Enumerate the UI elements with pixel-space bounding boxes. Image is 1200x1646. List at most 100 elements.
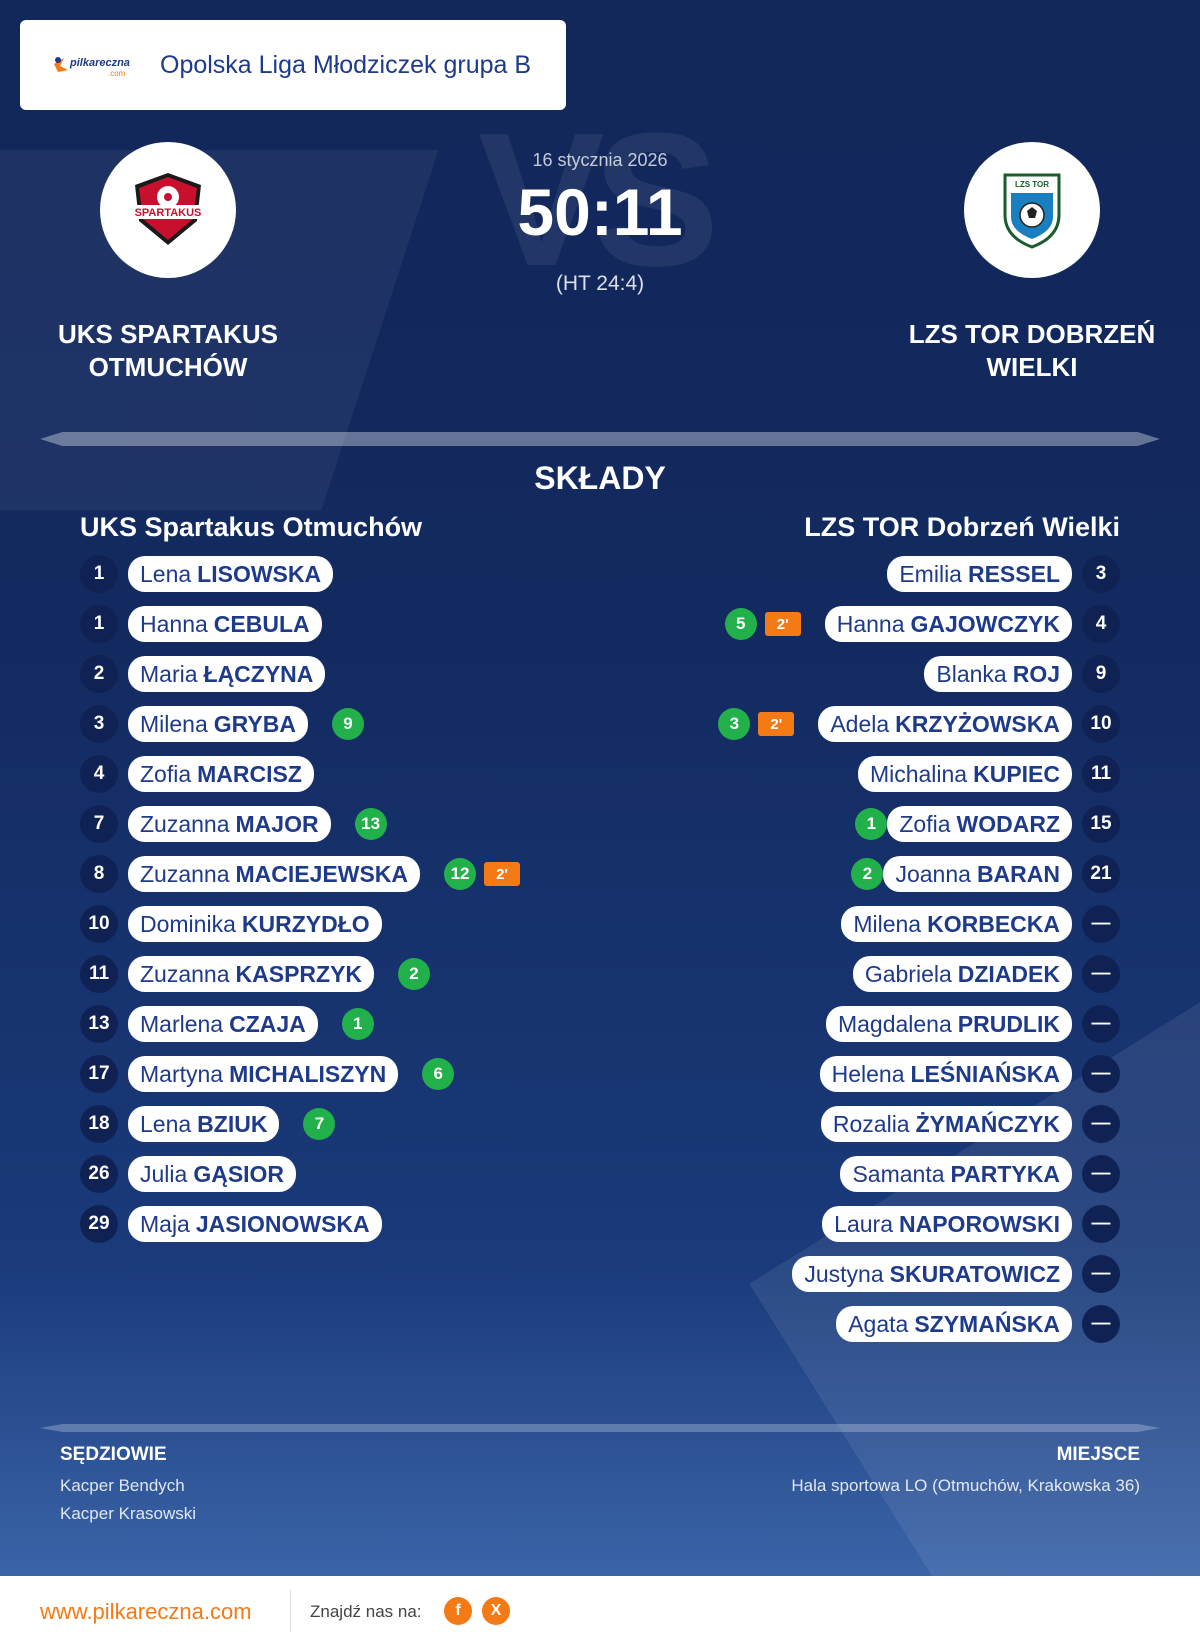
player-number: 2 — [80, 655, 118, 693]
player-first-name: Adela — [830, 710, 890, 737]
svg-text:.com: .com — [108, 69, 126, 78]
player-first-name: Samanta — [852, 1160, 945, 1187]
player-row: Laura NAPOROWSKI — — [600, 1205, 1120, 1243]
player-last-name: SZYMAŃSKA — [914, 1310, 1060, 1337]
player-last-name: KORBECKA — [927, 910, 1060, 937]
player-row: Helena LEŚNIAŃSKA — — [600, 1055, 1120, 1093]
player-first-name: Joanna — [895, 860, 971, 887]
player-number: — — [1082, 1255, 1120, 1293]
player-name[interactable]: Zofia WODARZ — [887, 806, 1072, 842]
goals-badge: 13 — [354, 808, 387, 840]
player-name[interactable]: Maja JASIONOWSKA — [128, 1206, 382, 1242]
svg-text:SPARTAKUS: SPARTAKUS — [135, 207, 202, 219]
player-name[interactable]: Magdalena PRUDLIK — [825, 1006, 1072, 1042]
player-name[interactable]: Agata SZYMAŃSKA — [836, 1306, 1072, 1342]
player-name[interactable]: Emilia RESSEL — [887, 556, 1072, 592]
player-last-name: SKURATOWICZ — [889, 1260, 1060, 1287]
away-team-badge[interactable]: LZS TOR — [964, 142, 1100, 278]
player-name[interactable]: Joanna BARAN — [883, 856, 1072, 892]
player-last-name: KASPRZYK — [235, 960, 363, 987]
player-name[interactable]: Lena LISOWSKA — [128, 556, 334, 592]
player-first-name: Zofia — [899, 810, 951, 837]
player-first-name: Zuzanna — [140, 860, 230, 887]
player-last-name: NAPOROWSKI — [899, 1210, 1060, 1237]
pilkareczna-logo-icon: pilkareczna .com — [54, 57, 130, 78]
player-row: Michalina KUPIEC 11 — [600, 755, 1120, 793]
player-first-name: Martyna — [140, 1060, 224, 1087]
player-number: 18 — [80, 1105, 118, 1143]
player-row: Blanka ROJ 9 — [600, 655, 1120, 693]
player-name[interactable]: Zuzanna KASPRZYK — [128, 956, 375, 992]
player-first-name: Zuzanna — [140, 810, 230, 837]
facebook-icon[interactable]: f — [444, 1597, 472, 1625]
player-row: 13 Marlena CZAJA 1 — [80, 1005, 600, 1043]
player-row: 1 Zofia WODARZ 15 — [600, 805, 1120, 843]
player-number: 29 — [80, 1205, 118, 1243]
player-first-name: Maja — [140, 1210, 190, 1237]
player-name[interactable]: Justyna SKURATOWICZ — [792, 1256, 1072, 1292]
svg-text:LZS TOR: LZS TOR — [1015, 180, 1049, 189]
player-last-name: CZAJA — [229, 1010, 306, 1037]
x-icon[interactable]: X — [482, 1597, 510, 1625]
player-name[interactable]: Laura NAPOROWSKI — [822, 1206, 1072, 1242]
referee-name: Kacper Krasowski — [60, 1504, 197, 1523]
player-name[interactable]: Martyna MICHALISZYN — [128, 1056, 399, 1092]
player-name[interactable]: Milena GRYBA — [128, 706, 308, 742]
player-name[interactable]: Gabriela DZIADEK — [852, 956, 1072, 992]
referee-name: Kacper Bendych — [60, 1476, 185, 1495]
player-last-name: GAJOWCZYK — [910, 610, 1061, 637]
away-lineup-title: LZS TOR Dobrzeń Wielki — [804, 512, 1120, 542]
goals-badge: 12 — [444, 858, 477, 890]
away-lineup: Emilia RESSEL 3 5 2' Hanna GAJOWCZYK 4 Blanka ROJ… — [600, 555, 1120, 1356]
player-last-name: GĄSIOR — [193, 1160, 285, 1187]
player-row: 10 Dominika KURZYDŁO — [80, 905, 600, 943]
player-first-name: Milena — [140, 710, 208, 737]
goals-badge: 6 — [422, 1058, 455, 1090]
site-link[interactable]: www.pilkareczna.com — [40, 1599, 252, 1624]
player-number: 11 — [1082, 755, 1120, 793]
player-row: 2 Joanna BARAN 21 — [600, 855, 1120, 893]
player-name[interactable]: Lena BZIUK — [128, 1106, 280, 1142]
player-name[interactable]: Dominika KURZYDŁO — [128, 906, 382, 942]
halftime-score: (HT 24:4) — [555, 272, 645, 295]
player-number: 7 — [80, 805, 118, 843]
player-number: 4 — [80, 755, 118, 793]
player-name[interactable]: Zofia MARCISZ — [128, 756, 314, 792]
match-date: 16 stycznia 2026 — [532, 150, 668, 170]
player-name[interactable]: Helena LEŚNIAŃSKA — [819, 1056, 1072, 1092]
home-team-name: UKS SPARTAKUS OTMUCHÓW — [57, 319, 279, 382]
player-last-name: ŻYMAŃCZYK — [915, 1110, 1060, 1137]
player-last-name: MAJOR — [235, 810, 319, 837]
player-name[interactable]: Michalina KUPIEC — [857, 756, 1072, 792]
player-row: 1 Lena LISOWSKA — [80, 555, 600, 593]
home-lineup-title: UKS Spartakus Otmuchów — [80, 512, 423, 542]
player-number: — — [1082, 1055, 1120, 1093]
player-name[interactable]: Hanna GAJOWCZYK — [824, 606, 1072, 642]
player-name[interactable]: Hanna CEBULA — [128, 606, 322, 642]
player-first-name: Marlena — [140, 1010, 224, 1037]
match-card: VS pilkareczna .com Opolska Liga Młodzic… — [0, 0, 1200, 1576]
home-team-badge[interactable]: SPARTAKUS — [100, 142, 236, 278]
player-first-name: Zofia — [140, 760, 192, 787]
home-lineup: 1 Lena LISOWSKA 1 Hanna CEBULA 2 Maria ŁĄCZYNA 3 M… — [80, 555, 600, 1256]
player-row: 18 Lena BZIUK 7 — [80, 1105, 600, 1143]
section-divider — [40, 1424, 1160, 1432]
player-first-name: Hanna — [140, 610, 208, 637]
player-name[interactable]: Marlena CZAJA — [128, 1006, 318, 1042]
player-number: 26 — [80, 1155, 118, 1193]
player-row: 11 Zuzanna KASPRZYK 2 — [80, 955, 600, 993]
find-us-label: Znajdź nas na: — [310, 1602, 422, 1621]
player-name[interactable]: Zuzanna MACIEJEWSKA — [128, 856, 421, 892]
suspension-badge: 2' — [758, 712, 795, 736]
player-last-name: CEBULA — [213, 610, 310, 637]
player-name[interactable]: Maria ŁĄCZYNA — [128, 656, 326, 692]
player-name[interactable]: Milena KORBECKA — [841, 906, 1072, 942]
player-name[interactable]: Julia GĄSIOR — [128, 1156, 297, 1192]
player-name[interactable]: Adela KRZYŻOWSKA — [818, 706, 1072, 742]
player-name[interactable]: Rozalia ŻYMAŃCZYK — [820, 1106, 1072, 1142]
player-name[interactable]: Samanta PARTYKA — [840, 1156, 1072, 1192]
player-number: 3 — [80, 705, 118, 743]
player-name[interactable]: Blanka ROJ — [924, 656, 1072, 692]
player-name[interactable]: Zuzanna MAJOR — [128, 806, 331, 842]
player-last-name: RESSEL — [967, 560, 1060, 587]
